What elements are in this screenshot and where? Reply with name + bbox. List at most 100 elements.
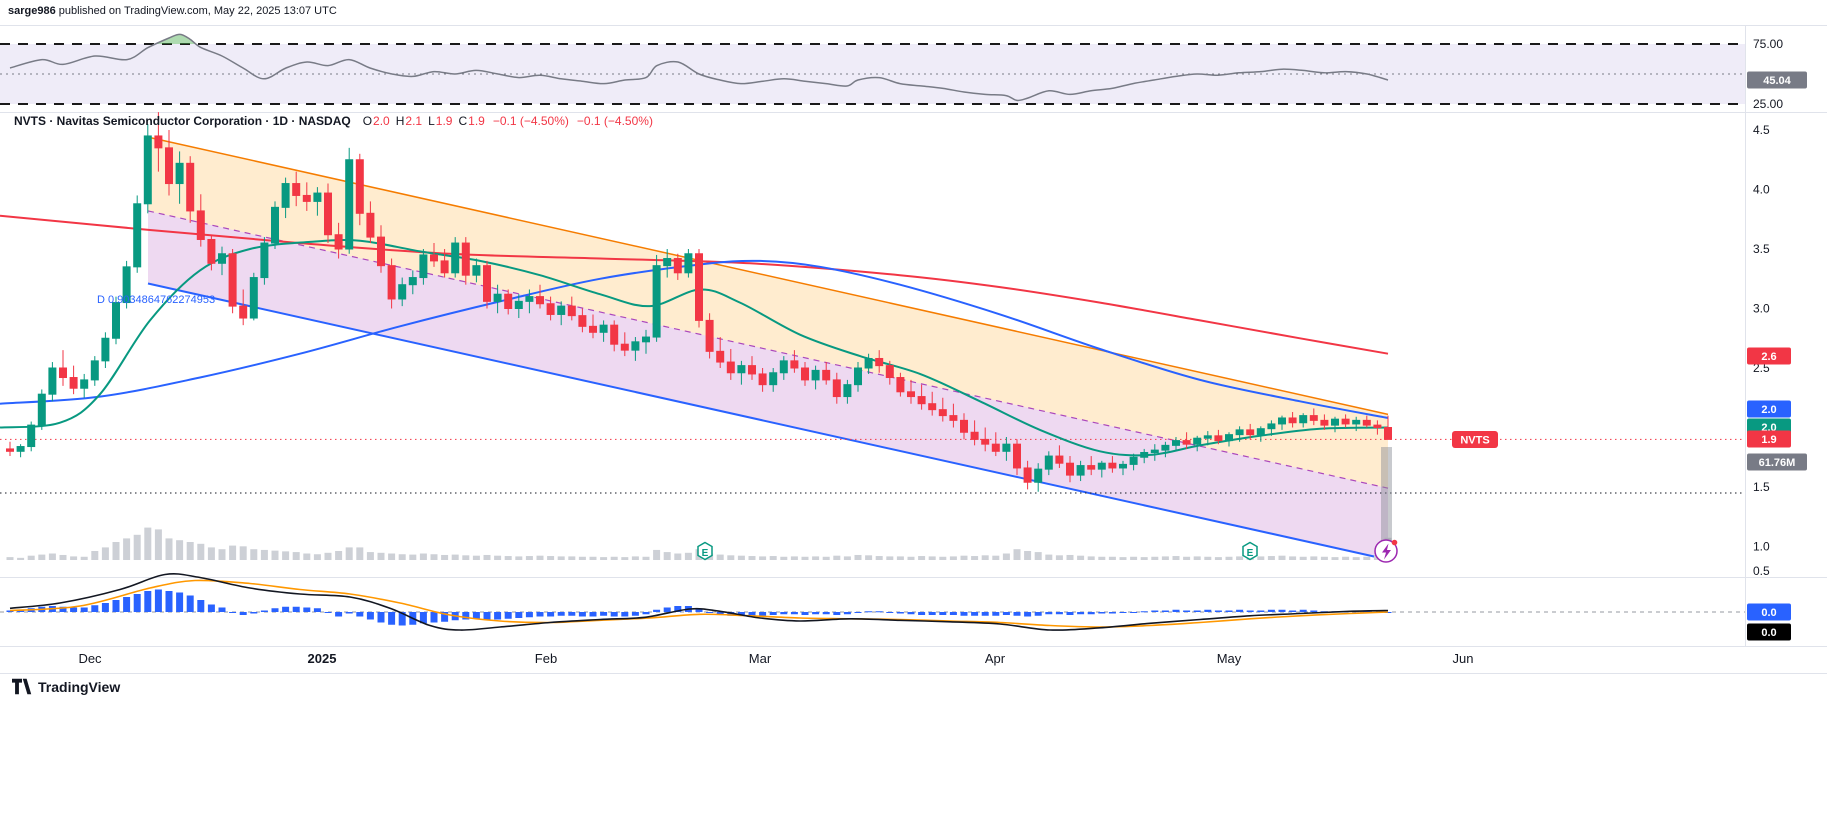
macd-histogram-bar bbox=[345, 612, 353, 614]
earnings-badge[interactable]: E bbox=[697, 541, 713, 561]
macd-histogram-bar bbox=[462, 612, 470, 620]
candle-body bbox=[165, 147, 173, 185]
macd-histogram-bar bbox=[1034, 612, 1042, 616]
candle-body bbox=[960, 419, 968, 433]
candle-body bbox=[504, 293, 513, 310]
volume-bar bbox=[525, 556, 533, 560]
candle-body bbox=[716, 350, 725, 363]
volume-bar bbox=[886, 556, 894, 560]
candle-body bbox=[652, 265, 661, 338]
axis-box-bg bbox=[1747, 71, 1807, 89]
volume-bar bbox=[176, 540, 184, 560]
volume-bar bbox=[674, 553, 682, 560]
channel-bottom-line bbox=[147, 282, 1389, 561]
macd-histogram-bar bbox=[833, 612, 841, 615]
axis-box-text: 61.76M bbox=[1759, 457, 1796, 469]
date-axis[interactable]: Dec 2025 Feb Mar Apr May Jun bbox=[78, 651, 1473, 666]
volume-bar bbox=[154, 529, 162, 560]
candle-body bbox=[811, 369, 820, 381]
date-label: Feb bbox=[535, 651, 557, 666]
candle-body bbox=[218, 253, 226, 264]
macd-line bbox=[9, 573, 1389, 631]
macd-histogram-bar bbox=[716, 612, 724, 615]
candle-body bbox=[705, 319, 714, 352]
high-value: 2.1 bbox=[405, 114, 423, 128]
macd-histogram-bar bbox=[706, 612, 714, 613]
macd-histogram-bar bbox=[356, 612, 364, 617]
volume-bars bbox=[6, 527, 1392, 560]
volume-bar bbox=[1278, 555, 1286, 560]
volume-bar bbox=[483, 554, 491, 560]
candle-body bbox=[557, 305, 566, 315]
macd-histogram-bar bbox=[1045, 612, 1053, 615]
date-label: Mar bbox=[749, 651, 772, 666]
candle-body bbox=[726, 361, 735, 374]
macd-histogram-bar bbox=[780, 612, 788, 615]
tradingview-logo-icon bbox=[12, 678, 32, 695]
macd-histogram-bar bbox=[939, 612, 947, 615]
candle-body bbox=[1182, 440, 1191, 445]
volume-bar bbox=[812, 556, 820, 560]
rsi-upper-tick-label: 75.00 bbox=[1753, 37, 1783, 51]
volume-bar bbox=[1045, 554, 1053, 560]
candle-body bbox=[37, 393, 46, 426]
macd-histogram-bar bbox=[1066, 612, 1074, 615]
candle-body bbox=[843, 384, 852, 398]
volume-bar bbox=[1267, 556, 1275, 560]
rsi-pane bbox=[0, 33, 1745, 105]
candle-body bbox=[90, 360, 99, 381]
volume-bar bbox=[631, 556, 639, 560]
candle-body bbox=[207, 238, 216, 264]
macd-histogram-bar bbox=[1299, 609, 1307, 612]
volume-bar bbox=[186, 542, 194, 560]
volume-bar bbox=[1320, 556, 1328, 560]
macd-histogram-bar bbox=[642, 612, 650, 615]
channel-top-line bbox=[147, 136, 1389, 416]
axis-box-text: 2.6 bbox=[1761, 351, 1776, 363]
macd-pane bbox=[0, 573, 1745, 631]
volume-bar bbox=[345, 547, 353, 560]
symbol-title[interactable]: NVTS · Navitas Semiconductor Corporation… bbox=[14, 114, 351, 128]
candle-body bbox=[313, 192, 322, 202]
candle-body bbox=[355, 159, 364, 214]
volume-bar bbox=[494, 555, 502, 560]
earnings-badge-letter: E bbox=[702, 548, 709, 559]
axis-box-bg bbox=[1747, 347, 1791, 365]
macd-histogram-bar bbox=[1161, 610, 1169, 612]
ma-blue-line bbox=[0, 259, 1389, 419]
rsi-line bbox=[9, 33, 1389, 102]
macd-histogram-bar bbox=[1310, 610, 1318, 612]
candle-body bbox=[419, 254, 428, 279]
macd-histogram-bar bbox=[928, 612, 936, 615]
price-tick-label: 1.5 bbox=[1753, 480, 1770, 494]
volume-bar bbox=[653, 549, 661, 560]
volume-bar bbox=[1013, 549, 1021, 560]
earnings-badge-letter: E bbox=[1247, 548, 1254, 559]
macd-histogram-bar bbox=[197, 600, 205, 612]
candle-body bbox=[991, 443, 1000, 452]
macd-signal-line bbox=[9, 579, 1389, 628]
tradingview-logo[interactable]: TradingView bbox=[12, 678, 120, 695]
candle-body bbox=[59, 367, 67, 379]
axis-box-text: 1.9 bbox=[1761, 434, 1776, 446]
earnings-badge[interactable]: E bbox=[1242, 541, 1258, 561]
macd-histogram-bar bbox=[303, 607, 311, 612]
publisher-username: sarge986 bbox=[8, 5, 56, 17]
macd-histogram-bar bbox=[801, 612, 809, 615]
volume-bar bbox=[1225, 556, 1233, 560]
candle-body bbox=[440, 260, 449, 274]
volume-bar bbox=[790, 556, 798, 560]
boost-icon[interactable] bbox=[1374, 539, 1398, 563]
candle-body bbox=[525, 296, 534, 302]
axis-box-bg bbox=[1747, 603, 1791, 621]
macd-histogram-bar bbox=[176, 592, 184, 612]
volume-bar bbox=[324, 552, 332, 560]
volume-bar bbox=[780, 556, 788, 560]
price-tick-label: 4.5 bbox=[1753, 123, 1770, 137]
close-label: C bbox=[458, 114, 468, 128]
candle-body bbox=[451, 242, 460, 274]
candle-body bbox=[302, 194, 311, 202]
volume-bar bbox=[663, 552, 671, 560]
price-axis[interactable]: 75.0025.004.54.03.53.02.51.51.00.545.042… bbox=[1747, 37, 1807, 641]
macd-histogram-bar bbox=[398, 612, 406, 626]
